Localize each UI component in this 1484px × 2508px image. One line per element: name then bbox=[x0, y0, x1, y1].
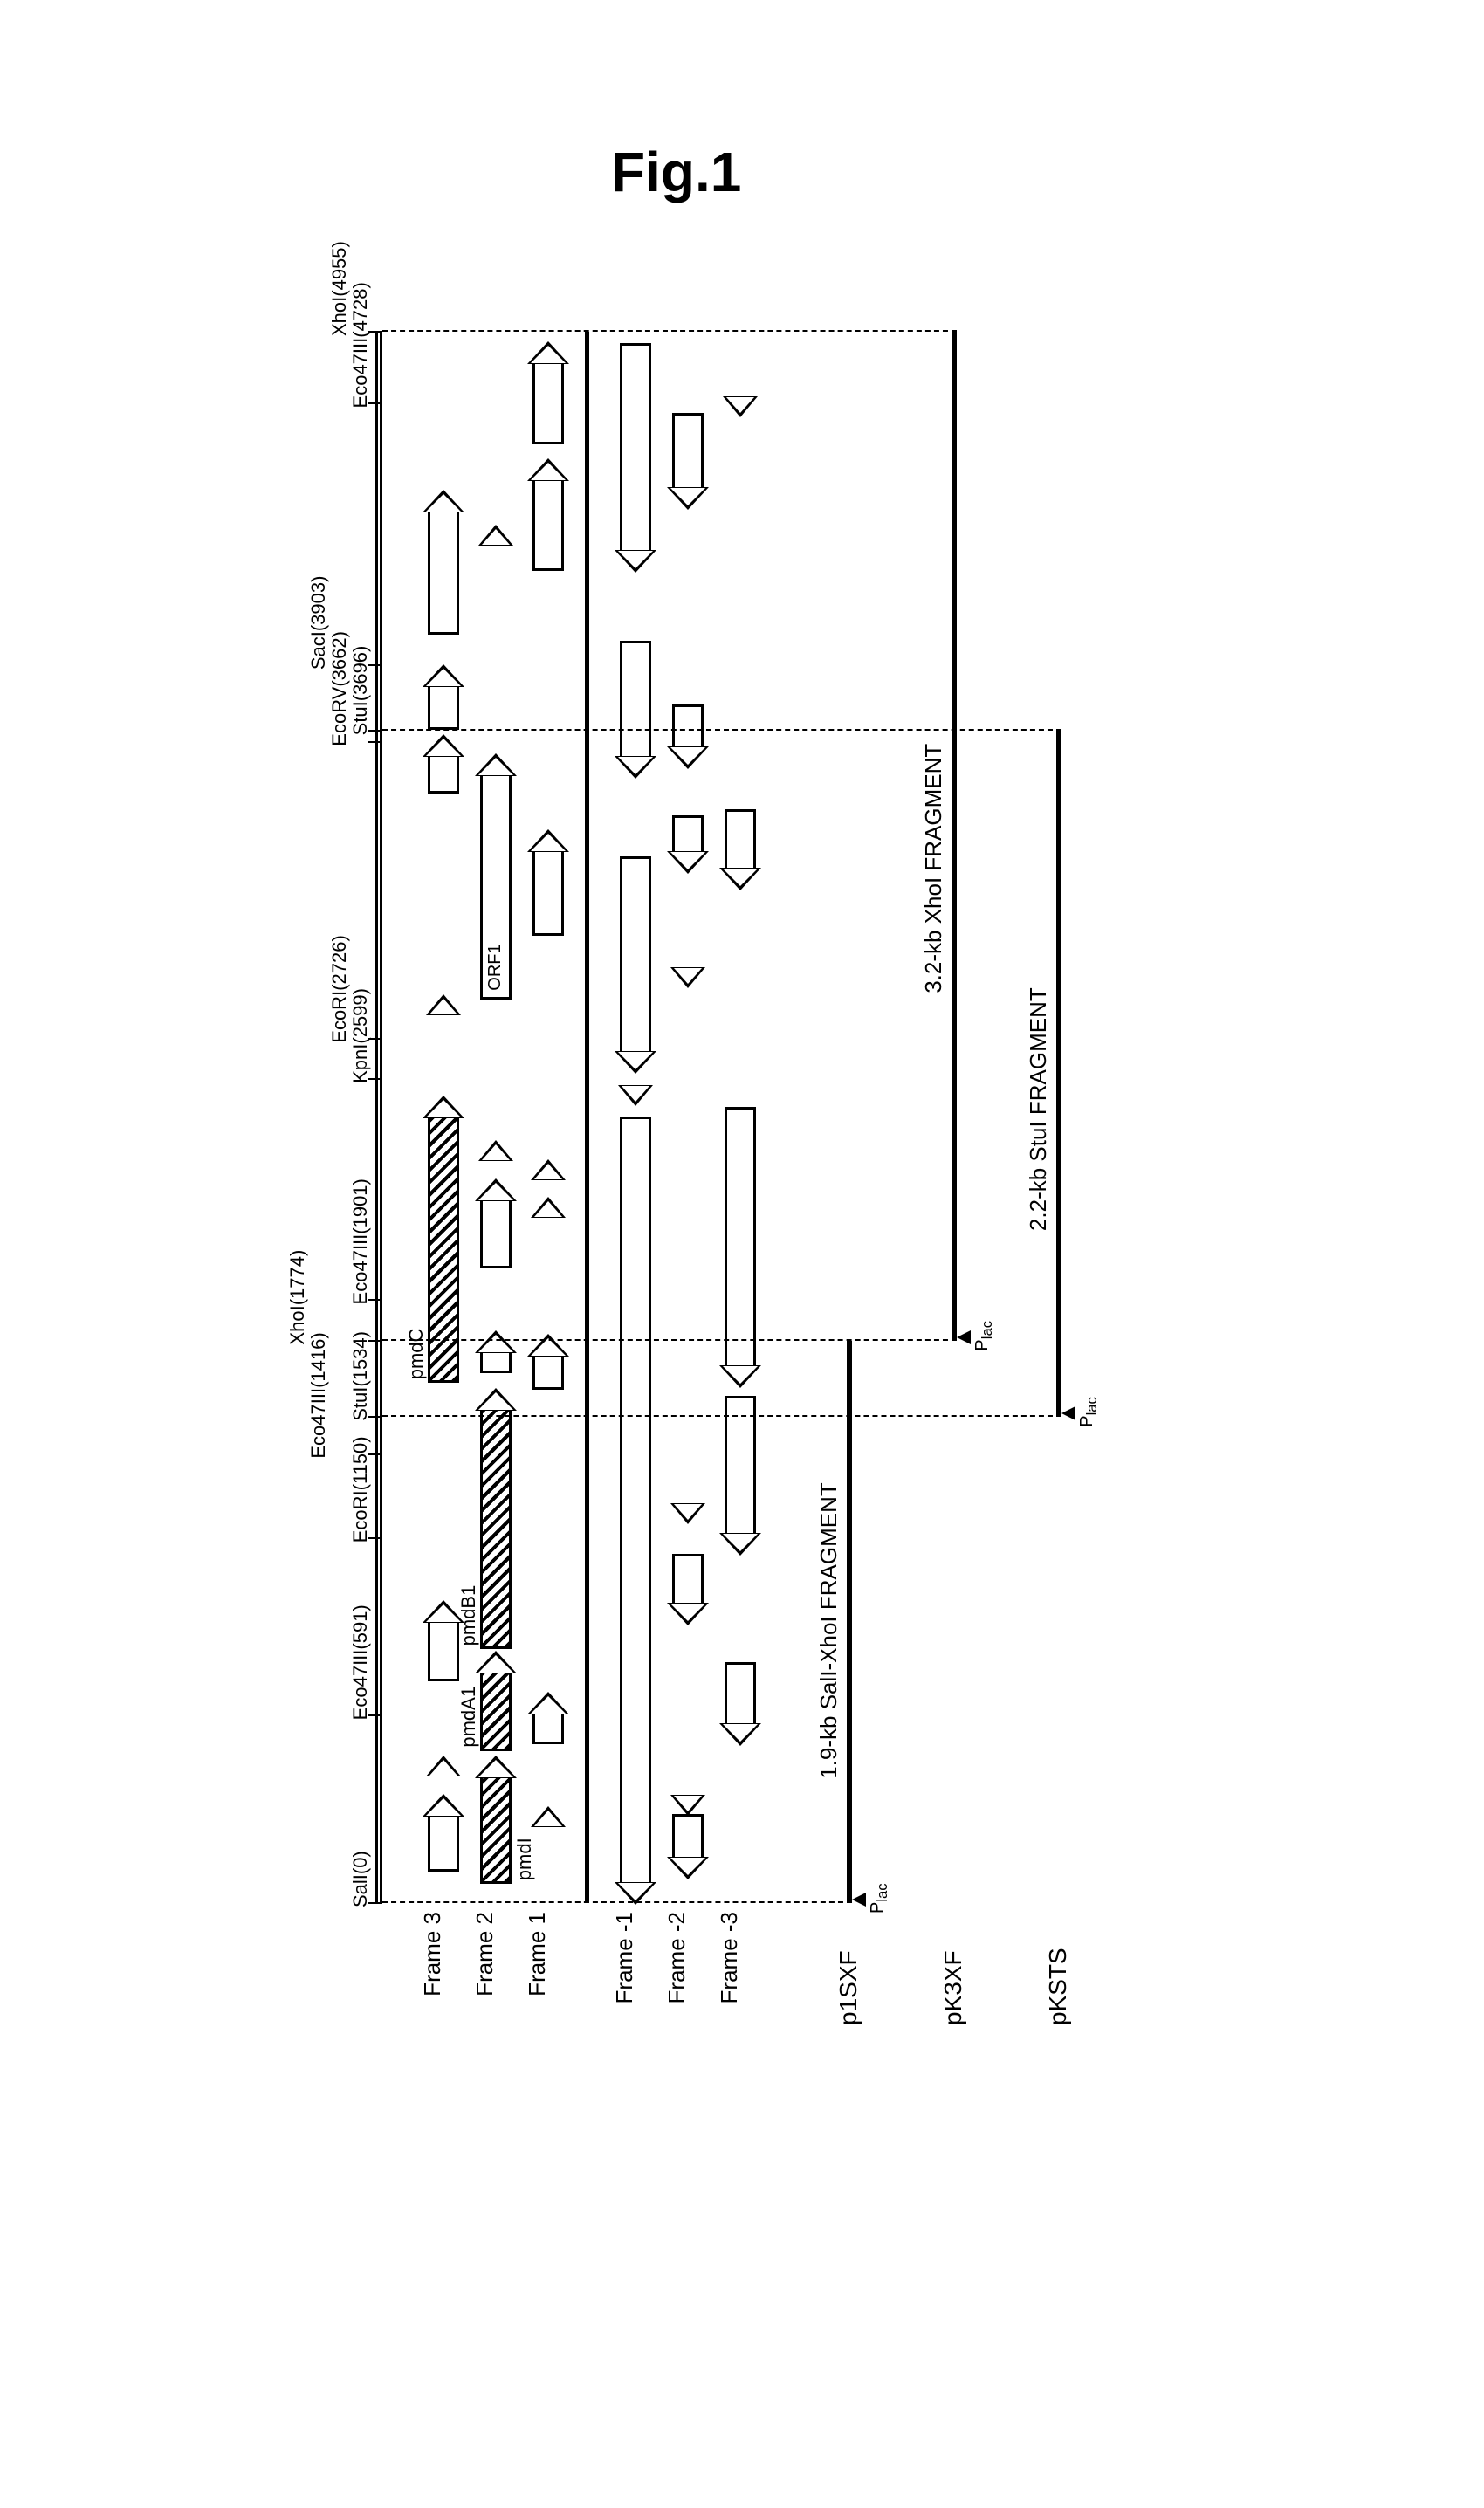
orf-triangle bbox=[723, 396, 758, 417]
orf-arrow bbox=[725, 1662, 756, 1744]
dashed-guide bbox=[382, 1339, 957, 1341]
restriction-site-label: EcoRV(3662) bbox=[328, 631, 351, 746]
frame-label-plus1: Frame 1 bbox=[524, 1912, 551, 2034]
orf-arrow bbox=[672, 413, 704, 508]
plac-label: Plac bbox=[868, 1883, 891, 1914]
plac-arrow bbox=[957, 1330, 971, 1344]
frame-label-minus3: Frame -3 bbox=[716, 1912, 743, 2034]
orf-arrow bbox=[428, 736, 459, 793]
restriction-site-label: Eco47III(4728) bbox=[349, 282, 372, 408]
plac-label: Plac bbox=[972, 1321, 996, 1351]
orf-arrow bbox=[532, 343, 564, 444]
plasmid-label: pK3XF bbox=[939, 1950, 967, 2025]
restriction-tick bbox=[368, 331, 382, 333]
gene-label: pmdB1 bbox=[457, 1585, 480, 1646]
fragment-label: 3.2-kb XhoI FRAGMENT bbox=[920, 744, 947, 993]
restriction-site-label: Eco47III(1416) bbox=[307, 1332, 330, 1458]
dna-double-line bbox=[375, 332, 382, 1903]
gene-pmdI bbox=[480, 1757, 512, 1884]
dna-center-line bbox=[585, 332, 589, 1903]
restriction-site-label: EcoRI(2726) bbox=[328, 935, 351, 1043]
orf-arrow bbox=[532, 460, 564, 571]
gene-pmdA1 bbox=[480, 1653, 512, 1751]
orf-triangle bbox=[670, 1796, 705, 1817]
restriction-tick bbox=[368, 1453, 382, 1455]
gene-label: pmdA1 bbox=[457, 1687, 480, 1748]
gene-pmdB1 bbox=[480, 1390, 512, 1650]
orf-triangle bbox=[531, 1806, 566, 1827]
fragment-bar bbox=[1056, 731, 1061, 1416]
orf-arrow bbox=[532, 831, 564, 936]
restriction-site-label: SalI(0) bbox=[349, 1851, 372, 1907]
orf-triangle bbox=[531, 1197, 566, 1218]
orf-triangle bbox=[426, 1756, 461, 1776]
plac-label: Plac bbox=[1077, 1397, 1101, 1427]
orf-arrow bbox=[532, 1336, 564, 1390]
frame-label-plus3: Frame 3 bbox=[419, 1912, 446, 2034]
plac-arrow bbox=[852, 1893, 866, 1907]
restriction-tick bbox=[368, 664, 382, 666]
restriction-site-label: Eco47III(591) bbox=[349, 1604, 372, 1720]
frame-label-plus2: Frame 2 bbox=[471, 1912, 498, 2034]
fragment-bar bbox=[847, 1341, 852, 1903]
orf-arrow bbox=[725, 809, 756, 889]
restriction-site-label: XhoI(4955) bbox=[328, 241, 351, 336]
frame-label-minus2: Frame -2 bbox=[663, 1912, 690, 2034]
restriction-tick bbox=[368, 741, 382, 743]
dashed-guide bbox=[382, 1901, 852, 1903]
orf-triangle bbox=[478, 1140, 513, 1161]
gene-label: pmdC bbox=[405, 1329, 428, 1380]
orf-arrow bbox=[428, 1602, 459, 1681]
plasmid-label: p1SXF bbox=[835, 1950, 862, 2025]
restriction-site-label: XhoI(1774) bbox=[286, 1250, 309, 1345]
orf-arrow bbox=[428, 1796, 459, 1872]
orf-arrow bbox=[725, 1396, 756, 1555]
orf-arrow bbox=[532, 1694, 564, 1744]
orf-arrow bbox=[620, 1117, 651, 1903]
orf-arrow bbox=[620, 343, 651, 572]
orf-arrow bbox=[725, 1107, 756, 1386]
gene-ORF1: ORF1 bbox=[480, 755, 512, 1000]
fragment-label: 2.2-kb StuI FRAGMENT bbox=[1025, 987, 1052, 1231]
restriction-site-label: KpnI(2599) bbox=[349, 988, 372, 1083]
fragment-label: 1.9-kb SalI-XhoI FRAGMENT bbox=[815, 1482, 842, 1779]
restriction-tick bbox=[368, 1340, 382, 1342]
dashed-guide bbox=[382, 330, 957, 332]
diagram-container: SalI(0)Eco47III(591)EcoRI(1150)Eco47III(… bbox=[306, 157, 1178, 2078]
orf-triangle bbox=[670, 1503, 705, 1524]
dashed-guide bbox=[382, 729, 1061, 731]
orf-triangle bbox=[426, 994, 461, 1015]
restriction-site-label: StuI(1534) bbox=[349, 1331, 372, 1421]
orf-arrow bbox=[672, 704, 704, 768]
orf-arrow bbox=[480, 1180, 512, 1269]
orf-arrow bbox=[672, 815, 704, 872]
restriction-site-label: Eco47III(1901) bbox=[349, 1178, 372, 1304]
gene-label: ORF1 bbox=[485, 944, 505, 990]
orf-triangle bbox=[618, 1085, 653, 1106]
orf-arrow bbox=[672, 1814, 704, 1878]
orf-arrow bbox=[428, 666, 459, 730]
restriction-tick bbox=[368, 1038, 382, 1040]
orf-triangle bbox=[531, 1159, 566, 1180]
plac-arrow bbox=[1061, 1406, 1075, 1420]
plasmid-label: pKSTS bbox=[1044, 1948, 1072, 2025]
restriction-site-label: SacI(3903) bbox=[307, 576, 330, 670]
restriction-site-label: StuI(3696) bbox=[349, 646, 372, 736]
orf-arrow bbox=[620, 641, 651, 777]
fragment-bar bbox=[952, 332, 957, 1341]
orf-arrow bbox=[428, 491, 459, 634]
orf-arrow bbox=[672, 1554, 704, 1624]
orf-arrow bbox=[620, 856, 651, 1072]
orf-triangle bbox=[478, 525, 513, 546]
dashed-guide bbox=[382, 1415, 1061, 1417]
orf-triangle bbox=[670, 967, 705, 988]
gene-label: pmdI bbox=[513, 1838, 536, 1880]
frame-label-minus1: Frame -1 bbox=[611, 1912, 638, 2034]
